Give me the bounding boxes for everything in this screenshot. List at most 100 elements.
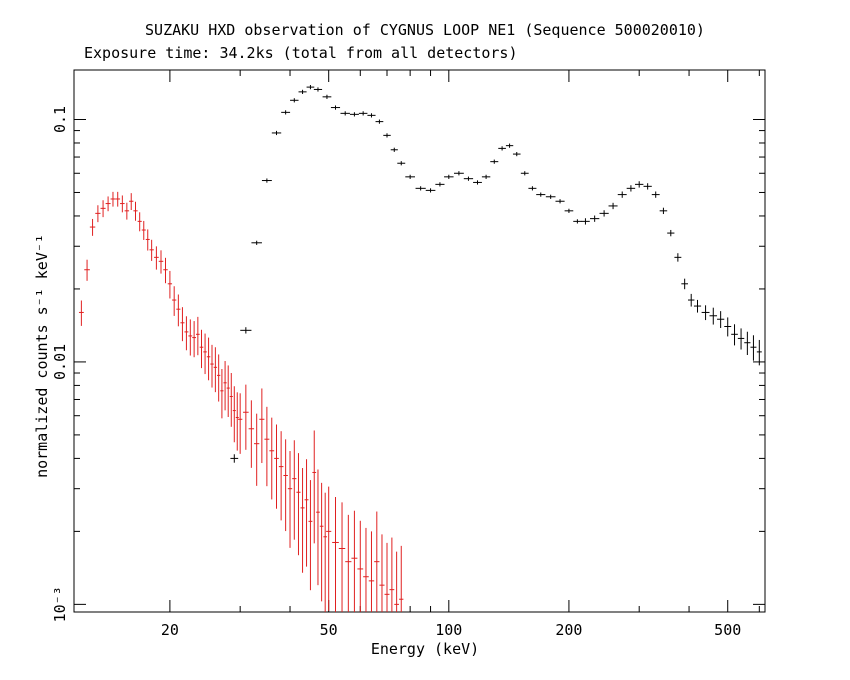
data-point bbox=[308, 480, 313, 591]
data-point bbox=[405, 174, 415, 179]
data-point bbox=[536, 192, 546, 197]
data-point bbox=[238, 393, 243, 454]
data-point bbox=[167, 270, 173, 299]
data-point bbox=[283, 439, 288, 532]
data-point bbox=[298, 89, 307, 94]
data-point bbox=[312, 430, 317, 544]
data-point bbox=[133, 201, 138, 221]
data-point bbox=[390, 147, 398, 152]
data-point bbox=[358, 111, 368, 116]
chart-title: SUZAKU HXD observation of CYGNUS LOOP NE… bbox=[145, 21, 705, 39]
x-tick-label: 500 bbox=[714, 621, 741, 639]
data-point bbox=[394, 551, 399, 612]
data-point bbox=[498, 146, 506, 151]
data-point bbox=[425, 188, 436, 193]
data-point bbox=[223, 361, 227, 411]
data-point bbox=[269, 417, 275, 500]
data-point bbox=[313, 87, 323, 92]
data-point bbox=[659, 207, 668, 215]
x-tick-label: 200 bbox=[555, 621, 582, 639]
data-point bbox=[192, 321, 197, 358]
data-point bbox=[323, 492, 327, 612]
data-point bbox=[608, 202, 618, 210]
data-point bbox=[180, 307, 185, 342]
data-point bbox=[724, 317, 732, 337]
data-point bbox=[367, 113, 376, 118]
data-point bbox=[643, 183, 652, 190]
data-point bbox=[137, 212, 142, 232]
data-point bbox=[635, 181, 644, 188]
data-point bbox=[512, 151, 521, 157]
x-tick-label: 100 bbox=[435, 621, 462, 639]
data-point bbox=[374, 511, 380, 612]
data-point bbox=[203, 333, 207, 375]
data-point bbox=[110, 191, 116, 207]
data-point bbox=[340, 111, 350, 116]
data-point bbox=[737, 328, 745, 350]
data-point bbox=[220, 369, 224, 419]
data-point bbox=[184, 316, 189, 351]
data-point bbox=[674, 253, 682, 262]
data-point bbox=[129, 193, 134, 211]
axis-ticks bbox=[74, 70, 765, 612]
data-point bbox=[363, 527, 369, 612]
data-point bbox=[555, 199, 565, 204]
data-point bbox=[89, 218, 96, 236]
chart-subtitle: Exposure time: 34.2ks (total from all de… bbox=[84, 44, 518, 62]
data-point bbox=[248, 400, 255, 468]
y-tick-label: 10⁻³ bbox=[51, 586, 69, 622]
data-point bbox=[149, 239, 154, 261]
data-point bbox=[444, 174, 454, 179]
series-layer bbox=[78, 85, 762, 612]
data-point bbox=[304, 459, 309, 567]
data-point bbox=[326, 486, 332, 611]
data-point bbox=[651, 191, 660, 198]
data-point bbox=[290, 98, 299, 103]
data-point bbox=[463, 176, 474, 181]
data-point bbox=[158, 250, 164, 274]
data-point bbox=[154, 246, 159, 270]
data-point bbox=[141, 220, 146, 240]
data-point bbox=[259, 388, 265, 464]
data-point bbox=[210, 344, 214, 388]
data-point bbox=[617, 191, 627, 198]
data-point bbox=[306, 85, 315, 90]
data-point bbox=[84, 259, 90, 281]
data-point bbox=[199, 329, 204, 369]
series-1 bbox=[78, 191, 404, 612]
data-point bbox=[626, 185, 636, 192]
y-tick-label: 0.1 bbox=[51, 106, 69, 133]
data-point bbox=[281, 110, 291, 115]
data-point bbox=[709, 307, 718, 325]
data-point bbox=[251, 240, 262, 245]
data-point bbox=[528, 186, 537, 191]
data-point bbox=[545, 194, 556, 199]
data-point bbox=[243, 384, 249, 450]
data-point bbox=[384, 542, 390, 612]
data-point bbox=[345, 514, 352, 612]
data-point bbox=[731, 324, 738, 346]
data-point bbox=[287, 451, 293, 548]
data-point bbox=[226, 365, 230, 417]
data-point bbox=[581, 218, 590, 225]
data-point bbox=[163, 257, 168, 284]
data-point bbox=[349, 112, 359, 117]
data-point bbox=[357, 520, 364, 612]
data-point bbox=[351, 510, 358, 612]
data-point bbox=[271, 130, 282, 136]
data-point bbox=[435, 182, 445, 187]
data-point bbox=[453, 171, 464, 176]
data-point bbox=[338, 502, 346, 612]
plot-frame bbox=[73, 69, 766, 613]
data-point bbox=[399, 545, 404, 612]
data-point bbox=[264, 406, 270, 487]
data-point bbox=[254, 413, 260, 486]
data-point bbox=[316, 469, 320, 586]
data-point bbox=[332, 497, 339, 612]
data-point bbox=[693, 299, 702, 313]
data-point bbox=[744, 331, 751, 355]
data-point bbox=[599, 210, 609, 217]
data-point bbox=[490, 159, 499, 164]
data-point bbox=[105, 196, 111, 212]
